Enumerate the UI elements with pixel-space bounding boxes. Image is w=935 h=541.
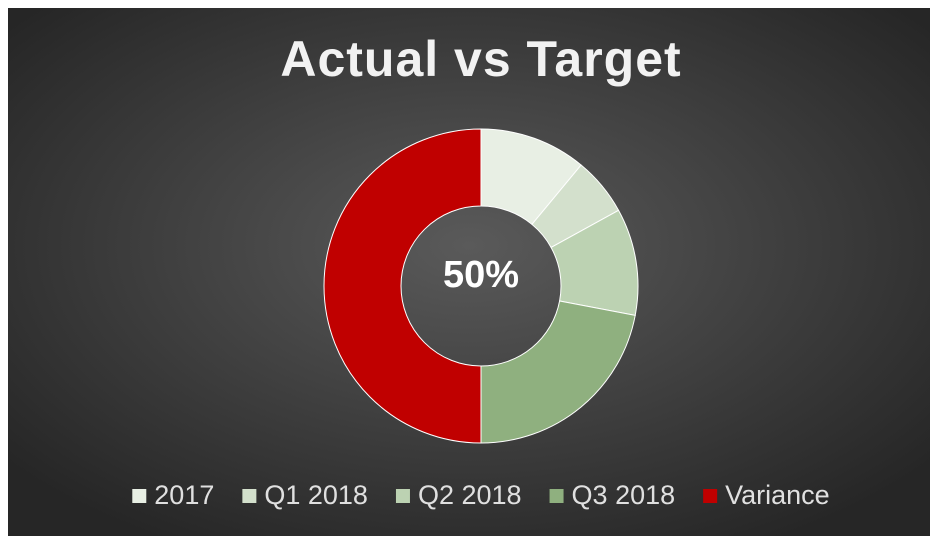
legend-swatch — [242, 489, 257, 503]
donut-segment — [323, 128, 482, 444]
chart-background — [8, 8, 930, 536]
legend-label: Q1 2018 — [264, 480, 368, 510]
chart-title: Actual vs Target — [280, 31, 681, 87]
legend-swatch — [703, 489, 718, 503]
legend-label: Q2 2018 — [418, 480, 522, 510]
legend-swatch — [395, 489, 410, 503]
legend-label: Variance — [725, 480, 830, 510]
legend-label: 2017 — [154, 480, 214, 510]
donut-segment — [480, 300, 636, 444]
legend-swatch — [549, 489, 564, 503]
legend-swatch — [132, 489, 147, 503]
legend-label: Q3 2018 — [572, 480, 676, 510]
center-label: 50% — [443, 254, 519, 296]
